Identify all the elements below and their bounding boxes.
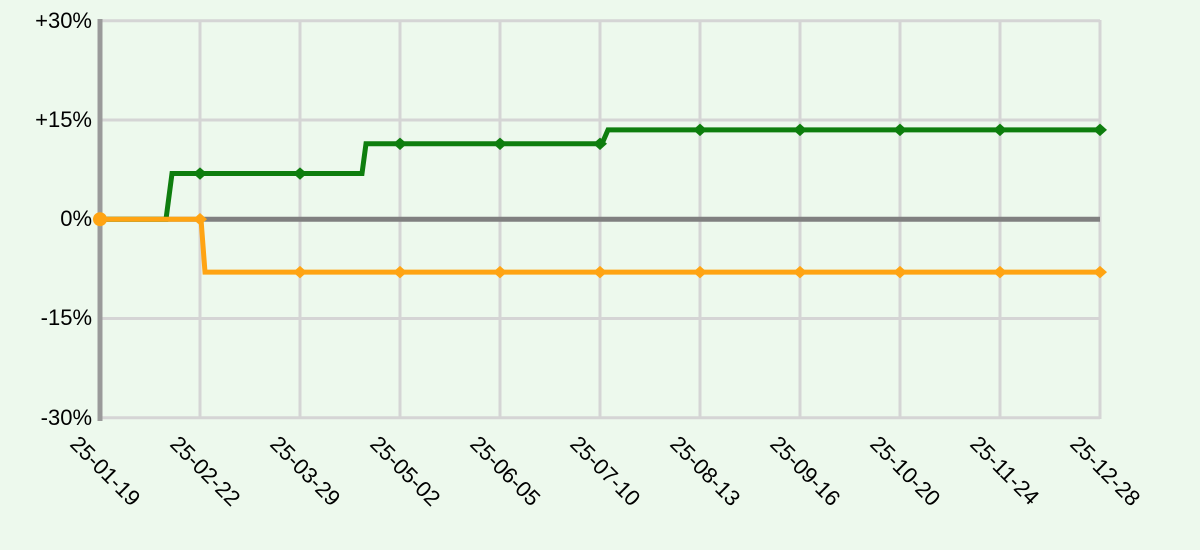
orange-series-line [100,216,1100,275]
orange-series-marker [493,265,507,279]
orange-series-marker [893,265,907,279]
orange-series-marker [993,265,1007,279]
green-series-marker [793,123,807,137]
green-series-marker [893,123,907,137]
orange-series-marker [193,213,207,226]
orange-series-marker [93,212,107,227]
green-series-marker [493,137,507,150]
green-series-line [100,127,1100,222]
orange-series-marker [693,265,707,279]
y-tick-label: -30% [40,404,92,430]
orange-series-marker [393,265,407,279]
orange-series-marker [293,265,307,279]
green-series-marker [993,123,1007,137]
green-series-marker [193,167,207,180]
y-tick-label: +30% [35,7,92,33]
y-tick-label: +15% [35,106,92,132]
green-series-marker [593,137,607,150]
y-tick-label: -15% [40,305,92,331]
y-tick-label: 0% [60,206,92,232]
orange-series-marker [793,265,807,279]
orange-series-marker [593,265,607,279]
green-series-marker [1093,123,1107,137]
green-series-marker [693,123,707,137]
orange-series-marker [1093,265,1107,279]
green-series-marker [393,137,407,150]
green-series-marker [293,167,307,180]
